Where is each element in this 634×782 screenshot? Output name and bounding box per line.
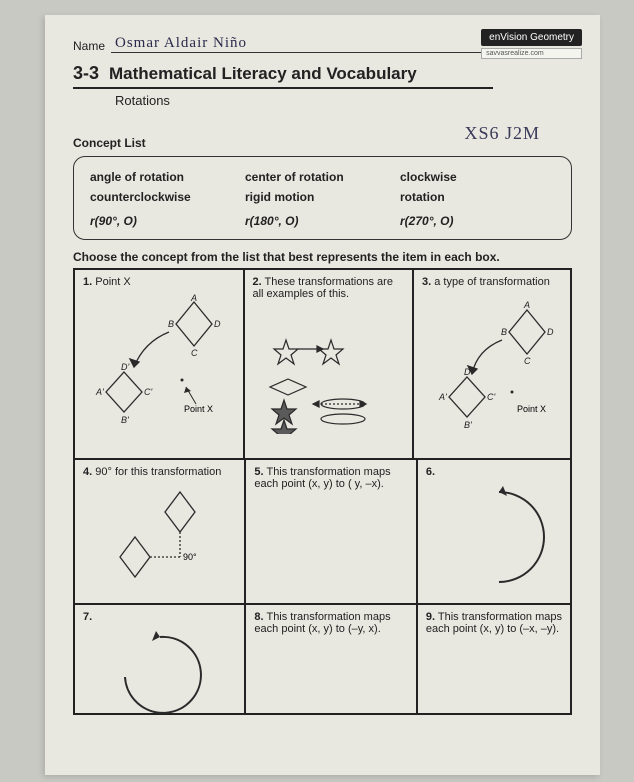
box-1: 1. Point X ADCB D'C'B'A' Point X [74, 269, 244, 459]
brand-sub: savvasrealize.com [481, 48, 582, 59]
box-1-text: Point X [95, 276, 130, 288]
concept-notation: r(270°, O) [400, 214, 453, 228]
box-1-figure: A D C B D' C' B' A' Point X [84, 292, 234, 432]
svg-text:A: A [190, 293, 197, 303]
box-8-text: This transformation maps each point (x, … [254, 611, 390, 635]
concept-item: clockwise [400, 170, 457, 184]
svg-text:C': C' [144, 387, 152, 397]
box-7: 7. [74, 604, 245, 714]
svg-text:B': B' [121, 415, 129, 425]
brand-box: enVision Geometry savvasrealize.com [481, 29, 582, 59]
svg-text:D': D' [121, 362, 129, 372]
svg-text:B: B [501, 327, 507, 337]
svg-text:90°: 90° [183, 552, 197, 562]
svg-text:C': C' [487, 392, 495, 402]
box-9-text: This transformation maps each point (x, … [426, 611, 562, 635]
lesson-title: 3-3 Mathematical Literacy and Vocabulary [73, 63, 493, 89]
box-9: 9. This transformation maps each point (… [417, 604, 571, 714]
handwritten-note: XS6 J2M [464, 123, 540, 144]
svg-text:Point X: Point X [517, 404, 546, 414]
box-6: 6. [417, 459, 571, 604]
box-5-text: This transformation maps each point (x, … [254, 466, 390, 490]
instruction: Choose the concept from the list that be… [73, 250, 572, 264]
svg-text:B: B [168, 319, 174, 329]
svg-text:Point X: Point X [184, 404, 213, 414]
box-4-text: 90° for this transformation [95, 466, 221, 478]
lesson-number: 3-3 [73, 63, 99, 84]
concept-box: angle of rotation center of rotation clo… [73, 156, 572, 240]
svg-text:A': A' [438, 392, 447, 402]
box-3: 3. a type of transformation ADCB D'C'B'A… [413, 269, 571, 459]
svg-text:D: D [547, 327, 554, 337]
svg-text:C: C [524, 356, 531, 366]
brand-label: enVision Geometry [481, 29, 582, 46]
concept-item: angle of rotation [90, 170, 184, 184]
box-3-text: a type of transformation [434, 276, 550, 288]
lesson-subtitle: Rotations [115, 93, 572, 108]
svg-text:D': D' [464, 367, 472, 377]
concept-item: center of rotation [245, 170, 344, 184]
answer-grid: 1. Point X ADCB D'C'B'A' Point X [73, 268, 572, 715]
svg-text:B': B' [464, 420, 472, 430]
svg-text:A': A' [95, 387, 104, 397]
box-3-figure: A D C B D' C' B' A' Point X [422, 292, 562, 432]
concept-item: counterclockwise [90, 190, 191, 204]
svg-text:C: C [191, 348, 198, 358]
svg-text:D: D [214, 319, 221, 329]
box-4: 4. 90° for this transformation 90° [74, 459, 245, 604]
lesson-name: Mathematical Literacy and Vocabulary [109, 64, 417, 84]
svg-text:A: A [523, 300, 530, 310]
box-5: 5. This transformation maps each point (… [245, 459, 416, 604]
worksheet-page: enVision Geometry savvasrealize.com Name… [45, 15, 600, 775]
concept-item: rotation [400, 190, 445, 204]
box-2-text: These transformations are all examples o… [253, 276, 393, 300]
concept-notation: r(180°, O) [245, 214, 298, 228]
box-2: 2. These transformations are all example… [244, 269, 414, 459]
concept-item: rigid motion [245, 190, 314, 204]
box-8: 8. This transformation maps each point (… [245, 604, 416, 714]
name-label: Name [73, 39, 105, 53]
box-4-figure: 90° [95, 482, 225, 582]
box-7-figure [105, 627, 215, 717]
box-2-figure [258, 304, 398, 434]
box-6-figure [439, 482, 549, 592]
concept-notation: r(90°, O) [90, 214, 137, 228]
